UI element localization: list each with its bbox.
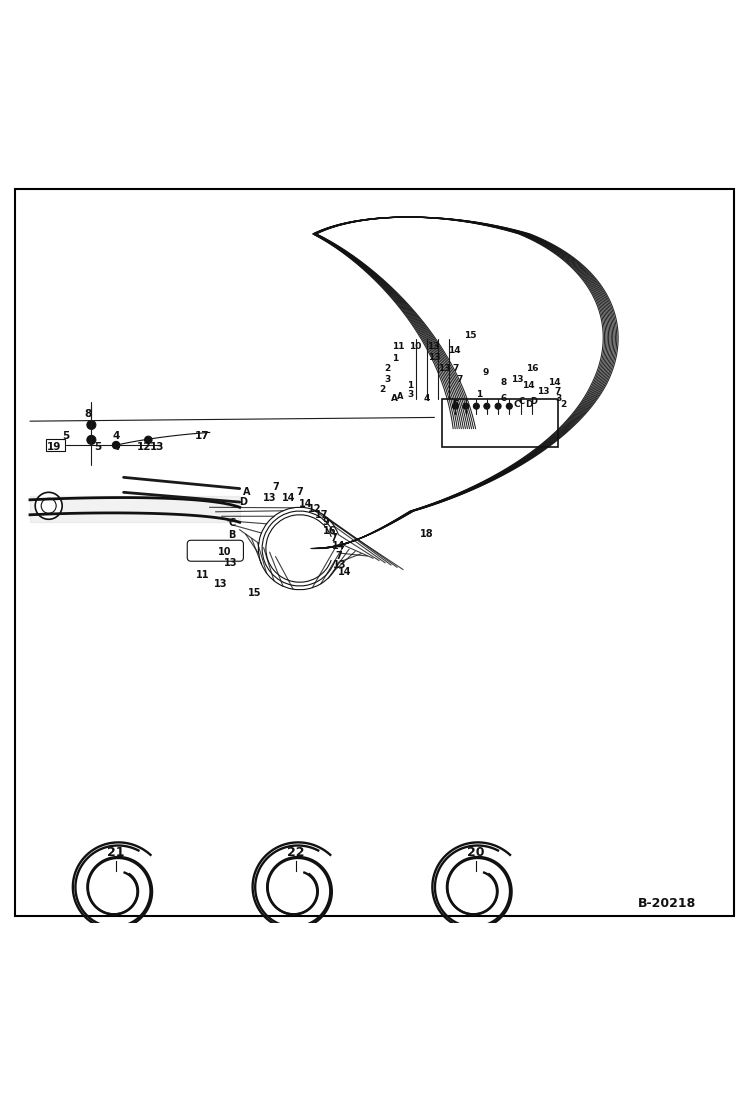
Text: 7: 7 <box>555 387 561 396</box>
Text: 7: 7 <box>452 364 458 373</box>
Text: 4: 4 <box>112 431 120 441</box>
Text: 16: 16 <box>323 525 336 535</box>
Text: 14: 14 <box>299 498 312 509</box>
Circle shape <box>145 437 152 443</box>
Text: 2: 2 <box>379 385 385 394</box>
Text: 13: 13 <box>511 375 523 384</box>
Text: 13: 13 <box>438 364 450 373</box>
Text: A: A <box>390 394 398 404</box>
Text: 3: 3 <box>555 394 561 404</box>
Text: 13: 13 <box>224 558 237 568</box>
Text: C: C <box>228 518 236 528</box>
Text: A: A <box>397 392 404 400</box>
Text: 14: 14 <box>523 381 535 389</box>
Circle shape <box>506 404 512 409</box>
Circle shape <box>473 404 479 409</box>
Text: A: A <box>243 487 251 497</box>
Text: 12: 12 <box>136 442 151 452</box>
Text: C: C <box>514 400 520 409</box>
Text: 7: 7 <box>335 551 342 561</box>
Text: 19: 19 <box>46 442 61 452</box>
Text: 13: 13 <box>214 579 228 589</box>
Circle shape <box>484 404 490 409</box>
Text: 18: 18 <box>420 529 434 539</box>
Text: 5: 5 <box>452 400 458 409</box>
Circle shape <box>463 404 469 409</box>
Text: 14: 14 <box>332 541 345 551</box>
Text: 12: 12 <box>308 504 321 513</box>
Text: D: D <box>530 397 537 406</box>
Text: 13: 13 <box>538 387 550 396</box>
Text: 17: 17 <box>315 510 329 520</box>
Bar <box>442 398 558 448</box>
Text: 1: 1 <box>476 391 482 399</box>
Text: 14: 14 <box>548 377 560 387</box>
Text: B-20218: B-20218 <box>638 896 697 909</box>
Text: 2: 2 <box>384 364 390 373</box>
Text: 13: 13 <box>427 342 439 351</box>
Circle shape <box>35 493 62 519</box>
Text: 1: 1 <box>407 381 413 389</box>
Text: 21: 21 <box>107 846 125 859</box>
Text: 7: 7 <box>457 375 463 384</box>
Circle shape <box>87 420 96 429</box>
Text: 1: 1 <box>392 353 398 363</box>
Text: 3: 3 <box>407 391 413 399</box>
Circle shape <box>41 498 56 513</box>
Text: 13: 13 <box>428 353 440 362</box>
Text: 11: 11 <box>195 569 209 579</box>
Text: 15: 15 <box>248 588 261 599</box>
Text: 13: 13 <box>150 442 165 452</box>
Text: 5: 5 <box>62 431 70 441</box>
Text: 11: 11 <box>392 342 404 351</box>
Text: 14: 14 <box>448 346 460 354</box>
Circle shape <box>452 404 458 409</box>
Text: 3: 3 <box>384 375 390 384</box>
Text: 9: 9 <box>322 518 330 528</box>
Text: 4: 4 <box>424 394 430 404</box>
Text: 15: 15 <box>464 330 476 340</box>
Text: C: C <box>518 397 524 406</box>
Text: 16: 16 <box>526 364 538 373</box>
Text: 2: 2 <box>560 400 566 409</box>
Circle shape <box>87 436 96 444</box>
Text: 9: 9 <box>482 367 488 377</box>
Text: D: D <box>525 400 533 409</box>
Text: 5: 5 <box>94 442 101 452</box>
Text: 13: 13 <box>263 493 276 502</box>
Text: 14: 14 <box>338 567 351 577</box>
Text: 7: 7 <box>296 487 303 497</box>
Text: 7: 7 <box>330 533 337 543</box>
Text: 6: 6 <box>500 394 506 404</box>
Text: 13: 13 <box>333 559 347 570</box>
Text: 10: 10 <box>218 547 231 557</box>
Text: 8: 8 <box>85 409 92 419</box>
FancyBboxPatch shape <box>187 540 243 562</box>
Circle shape <box>112 441 120 449</box>
Text: 17: 17 <box>195 431 210 441</box>
Text: 8: 8 <box>500 377 506 387</box>
Text: D: D <box>240 497 247 507</box>
Text: 14: 14 <box>282 493 295 502</box>
Text: 7: 7 <box>272 482 279 493</box>
Circle shape <box>495 404 501 409</box>
Text: 4: 4 <box>112 442 120 452</box>
Text: 20: 20 <box>467 846 485 859</box>
Text: B: B <box>228 530 236 540</box>
Bar <box>46 439 65 451</box>
Text: 10: 10 <box>409 342 421 351</box>
Text: 22: 22 <box>287 846 305 859</box>
